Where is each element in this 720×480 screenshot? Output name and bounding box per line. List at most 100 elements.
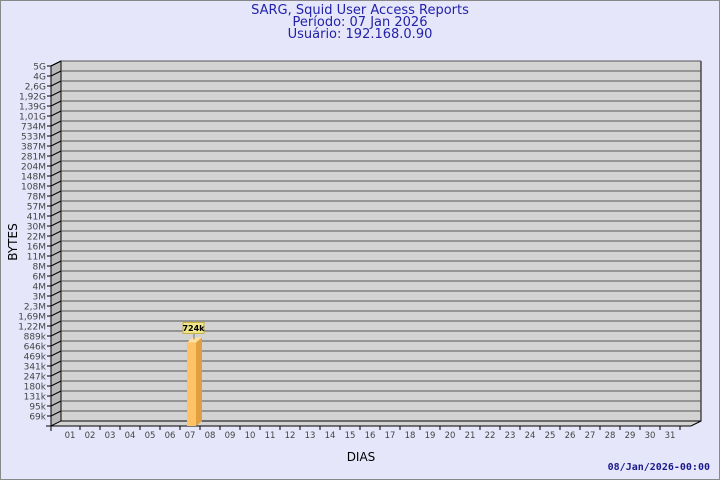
- back-wall: [51, 61, 701, 426]
- y-tick-depth: [50, 310, 62, 317]
- x-tick-label: 04: [125, 431, 136, 441]
- y-tick-label: 3M: [33, 293, 47, 303]
- y-tick-depth: [50, 370, 62, 377]
- y-tick-label: 95k: [29, 403, 46, 413]
- x-tick-label: 05: [145, 431, 156, 441]
- x-tick-label: 10: [245, 431, 256, 441]
- y-tick-label: 646k: [24, 343, 47, 353]
- y-tick-label: 1,69M: [18, 313, 46, 323]
- x-tick-label: 23: [505, 431, 516, 441]
- y-tick-depth: [50, 210, 62, 217]
- y-tick-label: 148M: [21, 173, 46, 183]
- y-tick-depth: [50, 200, 62, 207]
- y-tick-depth: [50, 60, 62, 67]
- y-tick-label: 1,39G: [19, 103, 46, 113]
- y-tick-label: 131k: [24, 393, 47, 403]
- data-label-box: [182, 321, 205, 334]
- y-tick-depth: [50, 380, 62, 387]
- y-tick-depth: [50, 300, 62, 307]
- y-tick-depth: [50, 130, 62, 137]
- x-tick-label: 20: [445, 431, 456, 441]
- y-tick-depth: [50, 80, 62, 87]
- y-tick-depth: [50, 140, 62, 147]
- y-tick-label: 2,6G: [25, 83, 46, 93]
- footer-timestamp: 08/Jan/2026-00:00: [607, 462, 710, 473]
- y-tick-label: 5G: [33, 63, 46, 73]
- y-tick-depth: [50, 240, 62, 247]
- bar-side: [196, 337, 202, 426]
- y-tick-depth: [50, 190, 62, 197]
- x-tick-label: 18: [405, 431, 416, 441]
- y-tick-depth: [50, 350, 62, 357]
- y-tick-label: 180k: [24, 383, 47, 393]
- y-tick-depth: [50, 250, 62, 257]
- y-tick-label: 1,01G: [19, 113, 46, 123]
- y-tick-label: 1,92G: [19, 93, 46, 103]
- x-tick-label: 14: [325, 431, 336, 441]
- data-label: 724k: [182, 324, 205, 333]
- y-tick-label: 469k: [24, 353, 47, 363]
- y-tick-label: 6M: [33, 273, 47, 283]
- y-tick-depth: [50, 270, 62, 277]
- y-tick-label: 533M: [21, 133, 46, 143]
- y-tick-label: 22M: [27, 233, 46, 243]
- x-tick-label: 25: [545, 431, 556, 441]
- y-tick-label: 108M: [21, 183, 46, 193]
- x-tick-label: 13: [305, 431, 316, 441]
- y-tick-label: 16M: [27, 243, 46, 253]
- y-tick-label: 247k: [24, 373, 47, 383]
- x-tick-label: 15: [345, 431, 356, 441]
- y-tick-label: 889k: [24, 333, 47, 343]
- x-tick-label: 19: [425, 431, 436, 441]
- y-tick-depth: [50, 160, 62, 167]
- x-tick-label: 27: [585, 431, 596, 441]
- x-tick-label: 02: [85, 431, 96, 441]
- y-tick-label: 30M: [27, 223, 46, 233]
- x-tick-label: 12: [285, 431, 296, 441]
- y-tick-depth: [50, 410, 62, 417]
- x-tick-label: 16: [365, 431, 376, 441]
- bar: [187, 342, 196, 426]
- y-tick-label: 11M: [27, 253, 46, 263]
- y-tick-label: 387M: [21, 143, 46, 153]
- y-tick-depth: [50, 90, 62, 97]
- y-tick-depth: [50, 340, 62, 347]
- y-tick-depth: [50, 170, 62, 177]
- x-tick-label: 17: [385, 431, 396, 441]
- x-tick-label: 08: [205, 431, 216, 441]
- y-tick-label: 341k: [24, 363, 47, 373]
- y-tick-label: 281M: [21, 153, 46, 163]
- bar-top: [187, 337, 202, 343]
- chart-subtitle-period: Período: 07 Jan 2026: [292, 15, 428, 30]
- y-tick-label: 57M: [27, 203, 46, 213]
- y-tick-depth: [50, 220, 62, 227]
- x-tick-label: 29: [625, 431, 636, 441]
- y-tick-label: 1,22M: [18, 323, 46, 333]
- y-tick-depth: [50, 390, 62, 397]
- y-tick-depth: [50, 360, 62, 367]
- x-tick-label: 21: [465, 431, 476, 441]
- y-tick-depth: [50, 110, 62, 117]
- y-tick-depth: [50, 230, 62, 237]
- y-tick-depth: [50, 260, 62, 267]
- x-tick-label: 30: [645, 431, 656, 441]
- y-tick-label: 2,3M: [24, 303, 46, 313]
- y-tick-depth: [50, 280, 62, 287]
- y-tick-depth: [50, 180, 62, 187]
- x-tick-label: 03: [105, 431, 116, 441]
- x-tick-label: 07: [185, 431, 196, 441]
- y-tick-depth: [50, 290, 62, 297]
- y-tick-label: 204M: [21, 163, 46, 173]
- y-tick-depth: [50, 330, 62, 337]
- y-tick-depth: [50, 150, 62, 157]
- y-tick-depth: [50, 100, 62, 107]
- y-tick-label: 734M: [21, 123, 46, 133]
- x-tick-label: 06: [165, 431, 176, 441]
- y-tick-label: 4G: [33, 73, 46, 83]
- x-tick-label: 01: [65, 431, 76, 441]
- x-axis-label: DIAS: [347, 450, 376, 464]
- x-tick-label: 11: [265, 431, 276, 441]
- x-tick-label: 09: [225, 431, 236, 441]
- x-tick-label: 26: [565, 431, 576, 441]
